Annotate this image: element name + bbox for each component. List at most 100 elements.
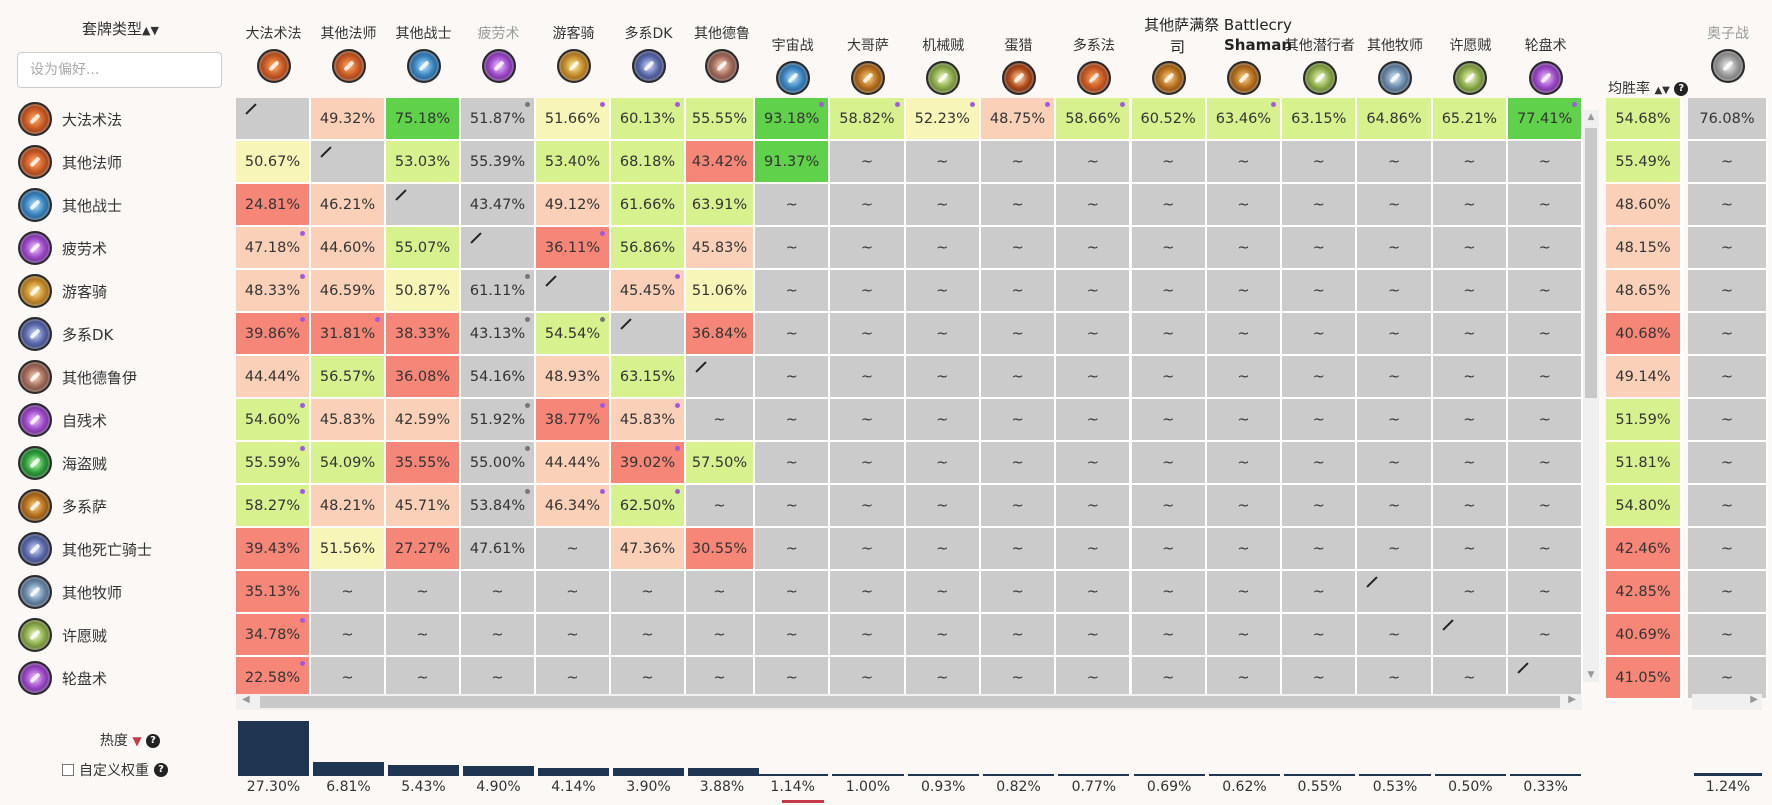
matchup-cell[interactable]: 58.82% <box>830 98 906 141</box>
column-header[interactable]: 蛋猎 <box>981 36 1056 108</box>
column-header[interactable]: 轮盘术 <box>1508 36 1583 108</box>
matchup-cell[interactable]: ~ <box>1357 141 1433 184</box>
matchup-cell[interactable]: ~ <box>1508 184 1584 227</box>
matchup-cell[interactable]: ~ <box>830 614 906 657</box>
matchup-cell[interactable]: 35.55% <box>386 442 461 485</box>
matchup-cell[interactable]: ~ <box>905 141 981 184</box>
matchup-cell[interactable]: 39.86% <box>236 313 311 356</box>
matchup-cell[interactable]: ~ <box>1282 528 1358 571</box>
column-header[interactable]: 许愿贼 <box>1433 36 1508 108</box>
sort-arrows-icon[interactable]: ▲▼ <box>1654 85 1670 96</box>
matchup-cell[interactable]: 54.68% <box>1606 98 1682 141</box>
matchup-cell[interactable]: ~ <box>1131 571 1207 614</box>
matchup-cell[interactable]: ~ <box>1206 442 1283 485</box>
column-header[interactable]: 其他战士 <box>386 24 461 96</box>
matchup-cell[interactable]: ~ <box>1056 141 1132 184</box>
matchup-cell[interactable]: ~ <box>1432 184 1508 227</box>
matchup-cell[interactable]: ~ <box>905 356 981 399</box>
matchup-cell[interactable] <box>236 98 311 141</box>
matchup-cell[interactable]: ~ <box>1131 141 1207 184</box>
matchup-cell[interactable]: 48.33% <box>236 270 311 313</box>
row-label[interactable]: 自残术 <box>18 400 107 440</box>
matchup-cell[interactable]: 53.40% <box>536 141 611 184</box>
matchup-cell[interactable]: ~ <box>311 657 386 700</box>
matchup-cell[interactable]: ~ <box>1357 313 1433 356</box>
matchup-cell[interactable]: 50.87% <box>386 270 461 313</box>
matchup-cell[interactable]: ~ <box>1508 313 1584 356</box>
matchup-cell[interactable]: ~ <box>611 614 686 657</box>
column-header[interactable]: 机械贼 <box>906 36 981 108</box>
matchup-cell[interactable]: ~ <box>311 571 386 614</box>
matchup-cell[interactable]: ~ <box>905 184 981 227</box>
matchup-cell[interactable]: ~ <box>755 614 831 657</box>
matchup-cell[interactable]: 51.56% <box>311 528 386 571</box>
matchup-cell[interactable]: ~ <box>686 614 755 657</box>
matchup-cell[interactable]: ~ <box>611 571 686 614</box>
vertical-scrollbar[interactable]: ▲ ▼ <box>1583 110 1599 682</box>
matchup-cell[interactable]: 60.13% <box>611 98 686 141</box>
matchup-cell[interactable]: ~ <box>980 657 1057 700</box>
matchup-cell[interactable]: ~ <box>755 356 831 399</box>
matchup-cell[interactable]: ~ <box>980 399 1057 442</box>
matchup-cell[interactable]: 91.37% <box>755 141 831 184</box>
matchup-cell[interactable]: ~ <box>1056 270 1132 313</box>
matchup-cell[interactable]: 30.55% <box>686 528 755 571</box>
matchup-cell[interactable]: ~ <box>1432 313 1508 356</box>
matchup-cell[interactable]: ~ <box>1206 528 1283 571</box>
matchup-cell[interactable]: 35.13% <box>236 571 311 614</box>
matchup-cell[interactable]: ~ <box>980 442 1057 485</box>
matchup-cell[interactable]: ~ <box>311 614 386 657</box>
matchup-cell[interactable]: ~ <box>1206 141 1283 184</box>
matchup-cell[interactable]: ~ <box>1508 442 1584 485</box>
matchup-cell[interactable]: ~ <box>1688 528 1768 571</box>
matchup-cell[interactable]: ~ <box>830 485 906 528</box>
horizontal-scroll-thumb[interactable] <box>260 696 1560 708</box>
matchup-cell[interactable]: ~ <box>755 528 831 571</box>
row-label[interactable]: 多系萨 <box>18 486 107 526</box>
deck-type-sort-header[interactable]: 套牌类型▲▼ <box>18 18 223 39</box>
matchup-cell[interactable]: 45.83% <box>311 399 386 442</box>
matchup-cell[interactable]: 49.12% <box>536 184 611 227</box>
matchup-cell[interactable]: ~ <box>755 485 831 528</box>
matchup-cell[interactable]: ~ <box>1282 399 1358 442</box>
matchup-cell[interactable]: 51.06% <box>686 270 755 313</box>
matchup-cell[interactable]: 42.59% <box>386 399 461 442</box>
matchup-cell[interactable]: ~ <box>1508 614 1584 657</box>
column-header[interactable]: 其他德鲁 <box>686 24 758 96</box>
matchup-cell[interactable]: 22.58% <box>236 657 311 700</box>
matchup-cell[interactable]: ~ <box>1131 356 1207 399</box>
matchup-cell[interactable]: 39.02% <box>611 442 686 485</box>
matchup-cell[interactable]: 55.49% <box>1606 141 1682 184</box>
column-header[interactable]: 其他潜行者 <box>1282 36 1357 108</box>
matchup-cell[interactable]: 61.66% <box>611 184 686 227</box>
matchup-cell[interactable]: ~ <box>1688 227 1768 270</box>
matchup-cell[interactable]: 38.77% <box>536 399 611 442</box>
matchup-cell[interactable]: ~ <box>1282 313 1358 356</box>
matchup-cell[interactable]: 38.33% <box>386 313 461 356</box>
column-header[interactable]: 多系DK <box>611 24 686 96</box>
matchup-cell[interactable]: ~ <box>1432 485 1508 528</box>
matchup-cell[interactable]: ~ <box>755 184 831 227</box>
column-header[interactable]: 游客骑 <box>536 24 611 96</box>
matchup-cell[interactable]: ~ <box>1131 399 1207 442</box>
matchup-cell[interactable]: ~ <box>1688 657 1768 700</box>
matchup-cell[interactable]: ~ <box>1432 571 1508 614</box>
column-header[interactable] <box>1207 36 1282 108</box>
matchup-cell[interactable]: ~ <box>905 485 981 528</box>
column-header[interactable]: 大法术法 <box>236 24 311 96</box>
extra-horizontal-scrollbar[interactable]: ▶ <box>1692 694 1762 710</box>
matchup-cell[interactable]: 51.81% <box>1606 442 1682 485</box>
matchup-cell[interactable]: ~ <box>1432 356 1508 399</box>
matchup-cell[interactable]: ~ <box>1432 442 1508 485</box>
matchup-cell[interactable]: ~ <box>1432 141 1508 184</box>
matchup-cell[interactable]: 46.34% <box>536 485 611 528</box>
matchup-cell[interactable]: 54.16% <box>461 356 536 399</box>
row-label[interactable]: 许愿贼 <box>18 615 107 655</box>
matchup-cell[interactable]: 44.44% <box>236 356 311 399</box>
matchup-cell[interactable]: 51.66% <box>536 98 611 141</box>
matchup-cell[interactable]: 55.39% <box>461 141 536 184</box>
matchup-cell[interactable]: 55.59% <box>236 442 311 485</box>
matchup-cell[interactable]: 43.42% <box>686 141 755 184</box>
matchup-cell[interactable]: 56.57% <box>311 356 386 399</box>
matchup-cell[interactable]: ~ <box>980 485 1057 528</box>
